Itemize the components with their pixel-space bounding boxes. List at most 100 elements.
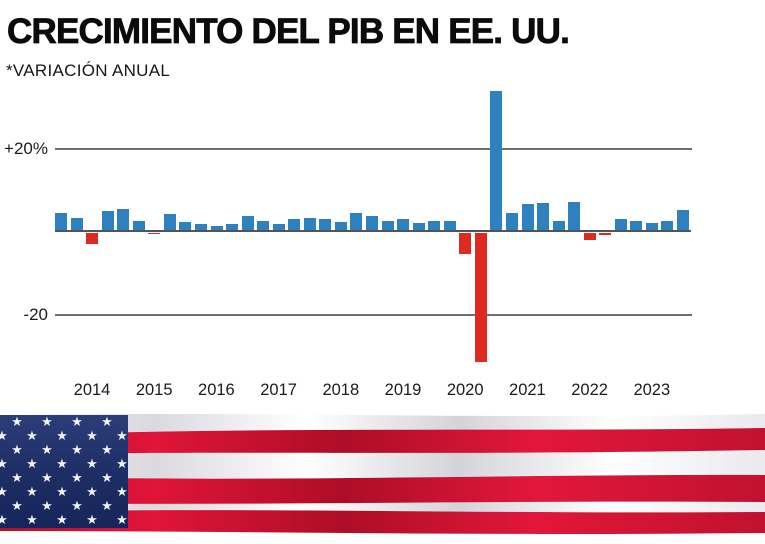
bar-T4-2015 (194, 223, 207, 231)
bar-T3-2019 (428, 221, 441, 231)
flag-star-icon: ★ (86, 485, 98, 500)
bar-T1-2019 (397, 218, 410, 231)
flag-star-icon: ★ (56, 485, 68, 500)
flag-stripe-white-1 (0, 413, 765, 436)
bar-T4-2018 (381, 221, 394, 231)
bar-T3-2020 (490, 90, 503, 231)
flag-canton (0, 415, 128, 528)
bar-T4-2014 (132, 220, 145, 231)
bar-T1-2016 (210, 226, 223, 231)
bar-T1-2017 (272, 223, 285, 231)
year-tick-2023: 2023 (633, 381, 671, 399)
year-tick-2022: 2022 (571, 381, 608, 399)
flag-star-icon: ★ (56, 457, 68, 472)
bar-T1-2014 (86, 233, 99, 245)
flag-star-icon: ★ (41, 499, 53, 514)
gridline-plus-20 (55, 148, 692, 150)
bar-T2-2023 (661, 221, 674, 231)
flag-stars: ★ ★ ★ ★★ ★ ★ ★ ★★ ★ ★ ★★ ★ ★ ★ ★★ ★ ★ ★★ ★ ★ ★ ★★ ★ ★ ★★ ★ ★ ★ ★ (0, 415, 128, 528)
us-flag-banner: ★ ★ ★ ★★ ★ ★ ★ ★★ ★ ★ ★★ ★ ★ ★ ★★ ★ ★ ★★ ★ ★ ★ ★★ ★ ★ ★★ ★ ★ ★ ★ (0, 413, 765, 534)
flag-star-icon: ★ (71, 499, 83, 514)
flag-star-icon: ★ (116, 429, 128, 444)
flag-star-icon: ★ (116, 513, 128, 528)
flag-star-icon: ★ (101, 471, 113, 486)
flag-star-icon: ★ (11, 415, 23, 430)
bar-T3-2015 (179, 221, 192, 231)
year-tick-2014: 2014 (73, 381, 111, 399)
bar-T3-2016 (241, 216, 254, 231)
bar-T4-2013 (70, 218, 83, 231)
bar-T1-2022 (583, 233, 596, 240)
flag-star-icon: ★ (116, 485, 128, 500)
flag-star-icon: ★ (41, 415, 53, 430)
year-tick-2020: 2020 (446, 381, 484, 399)
y-axis-label-upper: +20% (4, 139, 48, 158)
flag-star-icon: ★ (11, 499, 23, 514)
bar-T2-2017 (288, 218, 301, 231)
flag-star-icon: ★ (41, 471, 53, 486)
bar-T3-2013 (55, 212, 67, 231)
flag-star-icon: ★ (116, 457, 128, 472)
bar-T4-2017 (319, 218, 332, 231)
flag-stripe-red-2 (0, 474, 765, 504)
bar-T1-2021 (521, 204, 534, 231)
bar-T2-2016 (226, 223, 239, 231)
flag-star-icon: ★ (101, 499, 113, 514)
flag-star-icon: ★ (11, 443, 23, 458)
flag-star-icon: ★ (71, 471, 83, 486)
flag-star-icon: ★ (101, 415, 113, 430)
flag-star-icon: ★ (0, 429, 8, 444)
bar-T2-2022 (599, 233, 612, 236)
bar-T4-2022 (630, 221, 643, 231)
bar-T2-2021 (537, 202, 550, 231)
year-tick-2018: 2018 (322, 381, 360, 399)
flag-star-icon: ★ (86, 429, 98, 444)
flag-star-icon: ★ (56, 513, 68, 528)
bar-T2-2014 (101, 210, 114, 231)
flag-star-icon: ★ (26, 513, 38, 528)
bar-T3-2023 (677, 209, 689, 231)
bar-T2-2018 (350, 213, 363, 231)
year-tick-2016: 2016 (198, 381, 235, 399)
flag-star-icon: ★ (71, 443, 83, 458)
bar-T3-2022 (614, 218, 627, 231)
flag-star-icon: ★ (11, 471, 23, 486)
flag-star-icon: ★ (26, 429, 38, 444)
y-axis-label-lower: -20 (23, 305, 48, 324)
flag-star-icon: ★ (101, 443, 113, 458)
flag-star-icon: ★ (56, 429, 68, 444)
bar-T1-2015 (148, 233, 161, 235)
flag-star-icon: ★ (26, 457, 38, 472)
flag-stripe-white-3 (0, 501, 765, 513)
flag-star-icon: ★ (41, 443, 53, 458)
flag-star-icon: ★ (0, 457, 8, 472)
flag-star-icon: ★ (86, 457, 98, 472)
bar-T1-2018 (334, 221, 347, 231)
page-subtitle: *VARIACIÓN ANUAL (6, 61, 171, 80)
bar-T3-2021 (552, 221, 565, 231)
flag-stripe-red-1 (0, 428, 765, 455)
bar-T4-2020 (505, 212, 518, 231)
zero-baseline (55, 230, 691, 232)
page-title: CRECIMIENTO DEL PIB EN EE. UU. (7, 12, 571, 52)
year-tick-2017: 2017 (260, 381, 297, 399)
gdp-bar-chart: +20% -20 2014 2015 2016 2017 2018 2019 2020 202… (4, 90, 692, 399)
flag-star-icon: ★ (0, 485, 8, 500)
flag-star-icon: ★ (26, 485, 38, 500)
bar-T2-2015 (163, 213, 176, 231)
bar-T2-2020 (474, 233, 487, 363)
bar-T4-2019 (443, 221, 456, 231)
flag-star-icon: ★ (86, 513, 98, 528)
bar-T4-2016 (257, 221, 270, 231)
flag-stripe-white-2 (0, 450, 765, 479)
year-tick-2021: 2021 (509, 381, 546, 399)
bar-T3-2017 (303, 217, 316, 231)
bar-T3-2014 (117, 209, 130, 231)
bar-T2-2019 (412, 222, 425, 231)
year-tick-2019: 2019 (384, 381, 422, 399)
year-tick-2015: 2015 (135, 381, 173, 399)
flag-star-icon: ★ (0, 513, 8, 528)
flag-star-icon: ★ (71, 415, 83, 430)
flag-stripe-red-3 (0, 510, 765, 534)
